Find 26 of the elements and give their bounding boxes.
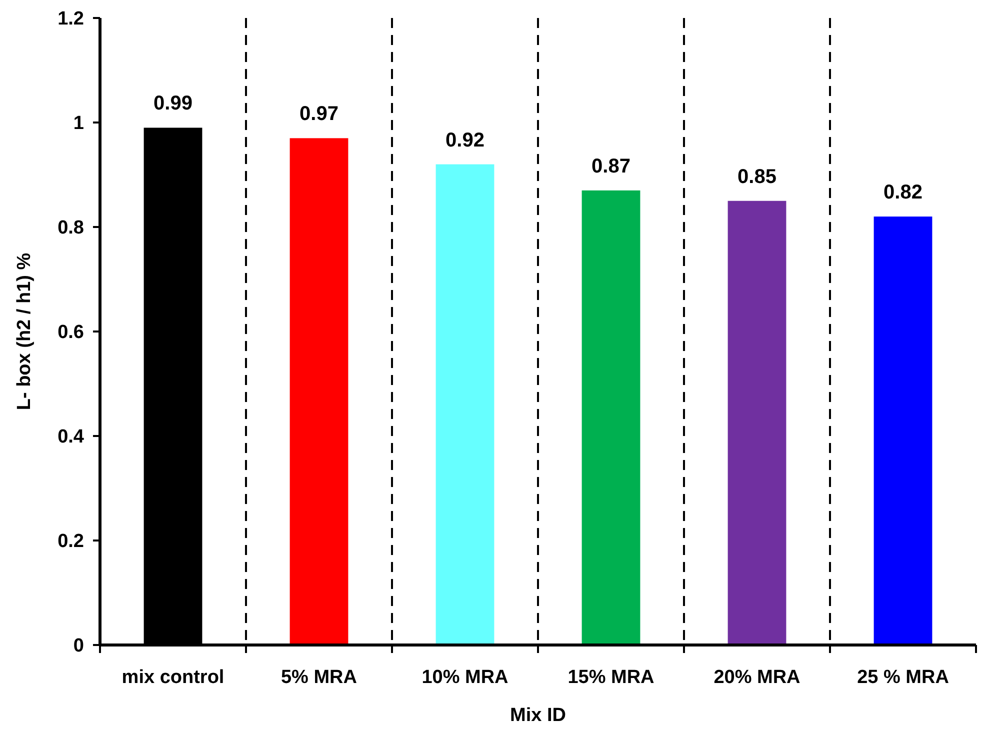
y-tick-label: 0.2 [58, 531, 84, 552]
x-tick-label: 15% MRA [568, 667, 655, 688]
x-tick-label: 25 % MRA [857, 667, 950, 688]
x-axis-title: Mix ID [510, 705, 566, 726]
bar [436, 164, 494, 645]
y-tick-label: 1.2 [58, 8, 84, 30]
data-label: 0.85 [738, 166, 776, 188]
bar [874, 216, 932, 645]
bar [728, 200, 786, 645]
y-tick-label: 0.6 [58, 322, 84, 344]
data-label: 0.87 [592, 155, 630, 178]
y-axis-title: L- box (h2 / h1) % [14, 252, 35, 410]
bar [290, 138, 348, 645]
x-tick-label: 10% MRA [422, 667, 509, 688]
x-tick-label: mix control [122, 667, 224, 688]
data-label: 0.99 [154, 92, 192, 115]
data-label: 0.97 [300, 103, 338, 126]
y-tick-label: 0.8 [58, 218, 84, 239]
x-tick-label: 20% MRA [714, 667, 801, 688]
bar [582, 190, 640, 645]
x-tick-label: 5% MRA [280, 667, 358, 688]
y-tick-label: 0.4 [58, 426, 84, 448]
data-label: 0.82 [884, 182, 922, 204]
y-tick-label: 0 [73, 636, 84, 657]
data-label: 0.92 [446, 129, 484, 152]
y-tick-label: 1 [73, 113, 84, 134]
